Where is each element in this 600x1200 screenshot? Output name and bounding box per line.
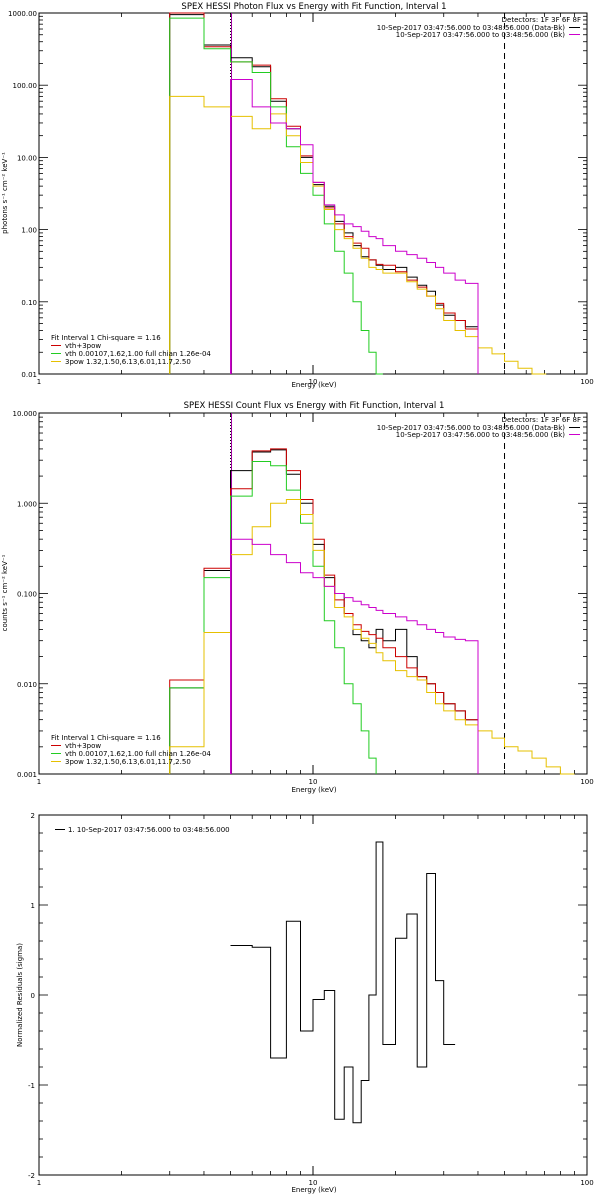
legend-header: Fit Interval 1 Chi-square = 1.16 (51, 734, 161, 742)
series-0-line (230, 841, 456, 1124)
legend-item: 3pow 1.32,1.50,6.13,6.01,11.7,2.50 (65, 358, 191, 366)
panel1-ylabel: photons s⁻¹ cm⁻² keV⁻¹ (1, 152, 9, 234)
legend-item: vth 0.00107,1.62,1.00 full chian 1.26e-0… (65, 350, 211, 358)
panel2-ylabel: counts s⁻¹ cm⁻² keV⁻¹ (1, 554, 9, 631)
y-tick-label: 10.000 (13, 410, 38, 418)
time-interval-label: 10-Sep-2017 03:47:56.000 to 03:48:56.000… (396, 31, 566, 39)
y-tick-label: 0.001 (17, 771, 37, 779)
residuals-panel: Energy (keV) Normalized Residuals (sigma… (16, 812, 594, 1194)
y-tick-label: 1 (31, 902, 35, 910)
x-tick-label: 10 (309, 1179, 318, 1187)
series-2-line (169, 461, 377, 774)
series-4-line (230, 79, 479, 374)
x-tick-label: 100 (580, 778, 593, 786)
series-1-line (169, 448, 479, 774)
panel2-xlabel: Energy (keV) (291, 786, 336, 794)
count-flux-panel: SPEX HESSI Count Flux vs Energy with Fit… (1, 401, 594, 794)
photon-flux-panel: SPEX HESSI Photon Flux vs Energy with Fi… (1, 2, 594, 389)
detectors-label: Detectors: 1F 3F 6F 8F (502, 416, 581, 424)
x-tick-label: 100 (580, 378, 593, 386)
y-tick-label: 100.00 (13, 82, 38, 90)
y-tick-label: 1.000 (17, 500, 37, 508)
y-tick-label: 1000.00 (8, 10, 37, 18)
panel1-title: SPEX HESSI Photon Flux vs Energy with Fi… (181, 2, 446, 12)
series-3-line (169, 95, 547, 375)
y-tick-label: 0.010 (17, 681, 37, 689)
legend-item: vth 0.00107,1.62,1.00 full chian 1.26e-0… (65, 750, 211, 758)
y-tick-label: -1 (28, 1082, 35, 1090)
x-tick-label: 1 (37, 778, 41, 786)
panel3-ylabel: Normalized Residuals (sigma) (16, 943, 24, 1047)
y-tick-label: -2 (28, 1172, 35, 1180)
detectors-label: Detectors: 1F 3F 6F 8F (502, 16, 581, 24)
series-2-line (169, 17, 383, 375)
y-tick-label: 0.01 (21, 371, 37, 379)
panel3-axes (38, 814, 588, 1176)
x-tick-label: 1 (37, 1179, 41, 1187)
panel1-xlabel: Energy (keV) (291, 381, 336, 389)
panel3-xlabel: Energy (keV) (291, 1186, 336, 1194)
legend-item: 3pow 1.32,1.50,6.13,6.01,11.7,2.50 (65, 758, 191, 766)
y-tick-label: 0.10 (21, 299, 37, 307)
y-tick-label: 2 (31, 812, 35, 820)
legend-item: 1. 10-Sep-2017 03:47:56.000 to 03:48:56.… (68, 826, 230, 834)
y-tick-label: 10.00 (17, 154, 37, 162)
legend-item: vth+3pow (65, 342, 101, 350)
x-tick-label: 100 (580, 1179, 593, 1187)
time-interval-label: 10-Sep-2017 03:47:56.000 to 03:48:56.000… (377, 424, 566, 432)
y-tick-label: 0 (31, 992, 35, 1000)
legend-header: Fit Interval 1 Chi-square = 1.16 (51, 334, 161, 342)
series-4-line (230, 538, 479, 774)
x-tick-label: 10 (309, 378, 318, 386)
time-interval-label: 10-Sep-2017 03:47:56.000 to 03:48:56.000… (377, 24, 566, 32)
time-interval-label: 10-Sep-2017 03:47:56.000 to 03:48:56.000… (396, 431, 566, 439)
y-tick-label: 1.00 (21, 227, 37, 235)
panel2-title: SPEX HESSI Count Flux vs Energy with Fit… (184, 401, 445, 411)
y-tick-label: 0.100 (17, 591, 37, 599)
x-tick-label: 1 (37, 378, 41, 386)
series-3-line (169, 499, 575, 775)
x-tick-label: 10 (309, 778, 318, 786)
legend-item: vth+3pow (65, 742, 101, 750)
